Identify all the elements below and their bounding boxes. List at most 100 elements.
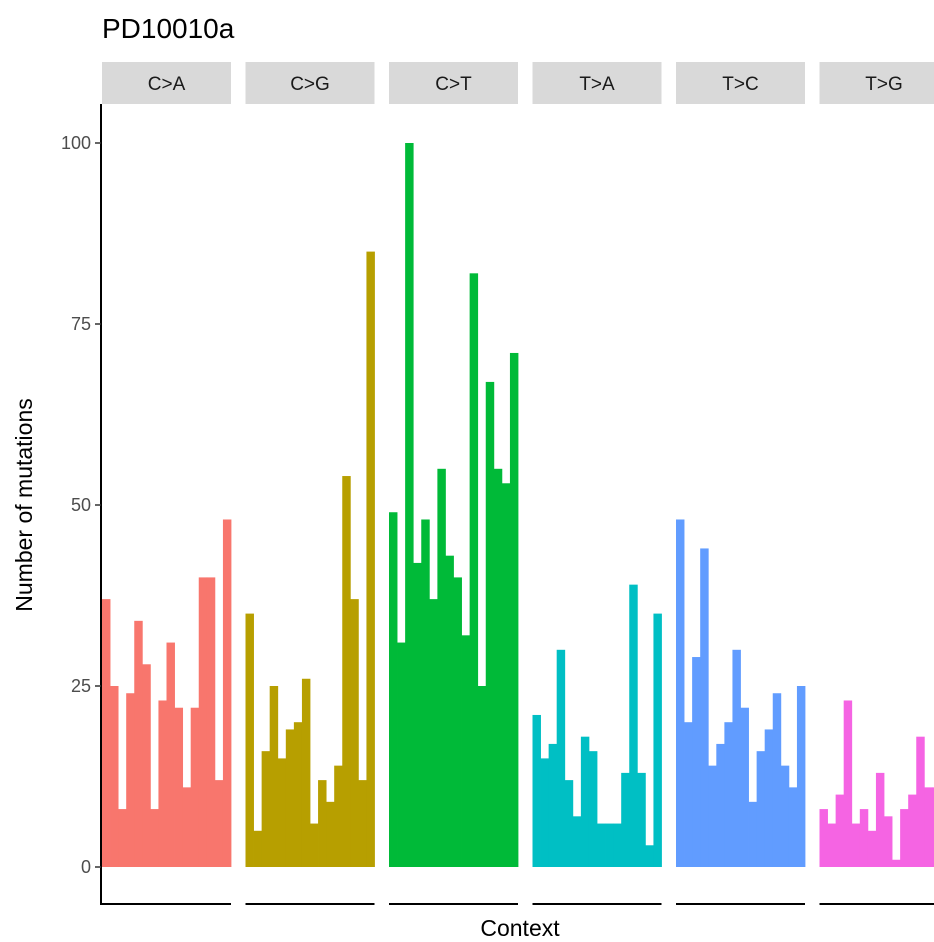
- bar-t-to-g-6: [859, 809, 869, 867]
- bar-t-to-g-2: [827, 823, 837, 867]
- bar-c-to-a-5: [134, 620, 143, 867]
- bar-c-to-t-7: [437, 468, 446, 867]
- bar-t-to-g-4: [843, 700, 853, 867]
- bar-c-to-t-13: [485, 381, 495, 867]
- bar-c-to-t-1: [389, 512, 398, 867]
- facet-strip-c-to-a: [102, 62, 231, 104]
- bar-c-to-a-14: [206, 577, 216, 867]
- y-tick-label-100: 100: [61, 133, 91, 153]
- bar-t-to-a-6: [572, 816, 582, 867]
- bar-c-to-g-2: [253, 830, 263, 867]
- bar-c-to-t-3: [405, 143, 414, 867]
- bar-c-to-t-10: [461, 635, 471, 867]
- bar-c-to-t-14: [493, 468, 503, 867]
- bar-t-to-g-9: [884, 816, 893, 867]
- bar-t-to-g-7: [867, 830, 877, 867]
- bar-c-to-t-9: [453, 577, 462, 867]
- facet-label-t-to-a: T>A: [579, 74, 615, 95]
- bar-c-to-g-1: [245, 613, 254, 867]
- bar-t-to-c-14: [780, 765, 790, 867]
- facet-label-c-to-t: C>T: [435, 74, 472, 95]
- bar-c-to-a-3: [118, 809, 127, 867]
- bar-t-to-a-8: [588, 751, 598, 867]
- bar-c-to-t-5: [421, 519, 430, 867]
- bar-t-to-c-16: [796, 686, 806, 867]
- x-axis-label: Context: [480, 915, 560, 941]
- bar-t-to-a-3: [548, 743, 558, 867]
- bar-t-to-c-11: [756, 751, 766, 867]
- bar-c-to-g-16: [366, 251, 375, 868]
- bar-c-to-g-6: [285, 729, 295, 867]
- bar-t-to-g-11: [900, 809, 909, 867]
- bar-t-to-c-7: [724, 722, 733, 867]
- bar-c-to-a-4: [126, 693, 135, 867]
- facet-strip-t-to-g: [819, 62, 934, 104]
- bar-c-to-a-10: [174, 707, 184, 867]
- bar-c-to-g-4: [269, 686, 279, 867]
- y-tick-label-75: 75: [71, 314, 91, 334]
- bar-c-to-g-15: [358, 780, 367, 867]
- bar-c-to-g-7: [293, 722, 303, 867]
- bar-c-to-g-11: [326, 801, 335, 867]
- bar-t-to-a-2: [540, 758, 550, 867]
- bar-t-to-c-3: [692, 657, 701, 867]
- bar-t-to-g-3: [835, 794, 845, 867]
- facet-strip-t-to-a: [532, 62, 662, 104]
- bar-c-to-a-6: [142, 664, 151, 867]
- bar-c-to-t-6: [429, 599, 438, 867]
- chart-title: PD10010a: [102, 13, 235, 44]
- facet-label-t-to-g: T>G: [865, 74, 902, 95]
- bar-t-to-g-1: [819, 809, 828, 867]
- bar-t-to-a-13: [629, 584, 638, 867]
- bar-t-to-c-9: [740, 707, 749, 867]
- bar-c-to-a-1: [102, 599, 111, 867]
- bar-t-to-g-13: [916, 736, 925, 867]
- bar-c-to-t-4: [413, 562, 422, 867]
- bar-t-to-a-15: [645, 845, 654, 867]
- bar-c-to-g-10: [318, 780, 327, 867]
- bar-c-to-g-12: [334, 765, 343, 867]
- bar-c-to-t-11: [469, 273, 479, 867]
- bar-t-to-a-9: [597, 823, 606, 867]
- facet-label-c-to-g: C>G: [290, 74, 330, 95]
- bar-t-to-a-1: [532, 714, 541, 867]
- bar-t-to-a-11: [613, 823, 622, 867]
- bar-t-to-c-10: [748, 801, 758, 867]
- bar-t-to-c-2: [684, 722, 693, 867]
- bar-t-to-g-12: [908, 794, 917, 867]
- bar-t-to-c-8: [732, 649, 741, 867]
- bar-series: [102, 143, 934, 868]
- bar-c-to-a-2: [110, 686, 119, 867]
- bar-c-to-t-2: [397, 642, 406, 867]
- bar-t-to-g-15: [932, 787, 934, 867]
- bar-c-to-a-9: [166, 642, 175, 867]
- bar-t-to-c-4: [700, 548, 709, 867]
- bar-t-to-a-14: [637, 772, 646, 867]
- bar-c-to-a-8: [158, 700, 167, 867]
- bar-t-to-a-7: [580, 736, 590, 867]
- bar-t-to-c-12: [764, 729, 774, 867]
- y-tick-label-0: 0: [81, 857, 91, 877]
- facet-label-c-to-a: C>A: [148, 74, 186, 95]
- bar-t-to-c-15: [788, 787, 798, 867]
- bar-t-to-a-12: [621, 772, 630, 867]
- y-axis-label: Number of mutations: [11, 398, 37, 611]
- bar-t-to-a-16: [653, 613, 662, 867]
- bar-t-to-g-14: [924, 787, 933, 867]
- y-tick-label-25: 25: [71, 676, 91, 696]
- bar-c-to-a-11: [182, 787, 192, 867]
- bar-t-to-g-5: [851, 823, 861, 867]
- bar-c-to-t-16: [509, 352, 519, 868]
- bar-c-to-a-13: [198, 577, 208, 867]
- bar-t-to-c-6: [716, 743, 725, 867]
- bar-c-to-t-15: [501, 483, 511, 867]
- bar-t-to-a-5: [564, 780, 574, 867]
- bar-t-to-c-13: [772, 693, 782, 867]
- y-tick-label-50: 50: [71, 495, 91, 515]
- bar-c-to-g-8: [301, 678, 311, 867]
- bar-t-to-a-10: [605, 823, 614, 867]
- bar-c-to-a-16: [222, 519, 232, 867]
- bar-c-to-t-12: [477, 686, 487, 867]
- bar-c-to-g-5: [277, 758, 287, 867]
- bar-t-to-a-4: [556, 649, 566, 867]
